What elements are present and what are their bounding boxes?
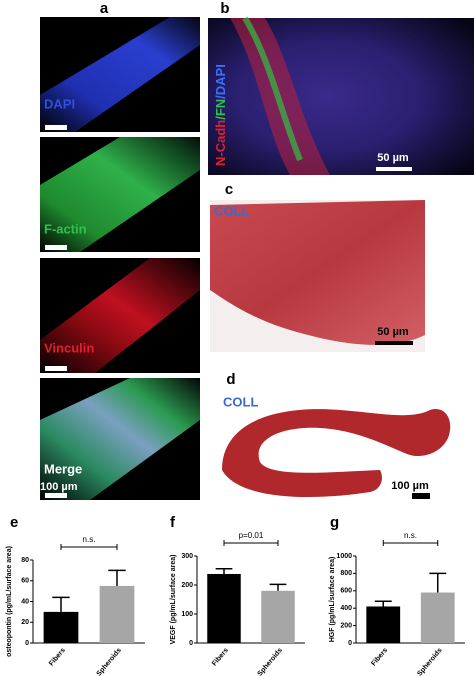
y-axis-label: osteopontin (pg/mL/surface area) xyxy=(6,546,13,657)
y-tick-label: 1000 xyxy=(336,553,352,560)
x-tick-label: Spheroids xyxy=(96,647,123,676)
panel-letter: c xyxy=(225,181,233,198)
bar xyxy=(261,590,295,643)
scale-text: 50 µm xyxy=(377,326,409,338)
scale-text: 50 µm xyxy=(377,152,409,164)
x-tick-label: Fibers xyxy=(211,647,230,668)
scale-bar xyxy=(45,245,67,250)
image-label: COLL xyxy=(223,394,258,409)
scale-bar xyxy=(45,493,67,498)
scale-bar xyxy=(45,366,67,371)
scale-bar xyxy=(45,125,67,130)
annotation: n.s. xyxy=(404,531,417,540)
scale-bar xyxy=(376,167,412,171)
scale-bar xyxy=(412,493,430,499)
bar xyxy=(420,592,455,643)
label-part: /FN xyxy=(213,99,228,120)
image-label: Vinculin xyxy=(44,340,94,355)
image-label: Merge xyxy=(44,461,82,476)
image-stain xyxy=(40,137,200,252)
image-stain xyxy=(40,258,200,373)
y-tick-label: 200 xyxy=(340,622,352,629)
panel-letter: f xyxy=(170,514,176,531)
image-label: F-actin xyxy=(44,221,87,236)
scale-text: 100 µm xyxy=(40,481,78,493)
panel-letter: d xyxy=(226,371,235,388)
panel-letter: g xyxy=(330,514,339,531)
y-axis-label: HGF (pg/mL/surface area) xyxy=(329,557,336,643)
y-tick-label: 0 xyxy=(189,640,193,647)
image-stain xyxy=(210,200,425,345)
x-tick-label: Spheroids xyxy=(257,647,284,676)
y-tick-label: 300 xyxy=(181,553,193,560)
image-stain xyxy=(242,16,303,162)
annotation: n.s. xyxy=(83,535,96,544)
scale-bar xyxy=(375,341,413,345)
y-tick-label: 80 xyxy=(21,557,29,564)
bar xyxy=(207,573,241,643)
label-part: /DAPI xyxy=(213,64,228,99)
annotation: p=0.01 xyxy=(239,531,264,540)
y-tick-label: 800 xyxy=(340,570,352,577)
x-tick-label: Spheroids xyxy=(416,647,443,676)
image-label: DAPI xyxy=(44,96,75,111)
bar xyxy=(99,585,135,643)
y-tick-label: 400 xyxy=(340,605,352,612)
y-tick-label: 40 xyxy=(21,598,29,605)
image-stain xyxy=(40,17,200,132)
y-tick-label: 600 xyxy=(340,588,352,595)
panel-letter: a xyxy=(100,0,109,17)
scale-text: 100 µm xyxy=(391,480,429,492)
panel-letter: b xyxy=(220,0,229,17)
y-tick-label: 0 xyxy=(25,640,29,647)
y-tick-label: 200 xyxy=(181,582,193,589)
image-stain xyxy=(222,409,451,498)
image-label: N-Cadh/FN/DAPI xyxy=(213,64,228,166)
bar xyxy=(43,611,79,643)
x-tick-label: Fibers xyxy=(370,647,389,668)
bar xyxy=(366,606,401,643)
y-tick-label: 20 xyxy=(21,619,29,626)
y-tick-label: 0 xyxy=(348,640,352,647)
image-stain xyxy=(40,378,200,500)
image-label: COLL xyxy=(214,203,249,218)
y-axis-label: VEGF (pg/mL/surface area) xyxy=(170,555,177,645)
y-tick-label: 100 xyxy=(181,611,193,618)
label-part: N-Cadh xyxy=(213,120,228,166)
panel-letter: e xyxy=(10,514,18,531)
y-tick-label: 60 xyxy=(21,578,29,585)
x-tick-label: Fibers xyxy=(48,647,67,668)
